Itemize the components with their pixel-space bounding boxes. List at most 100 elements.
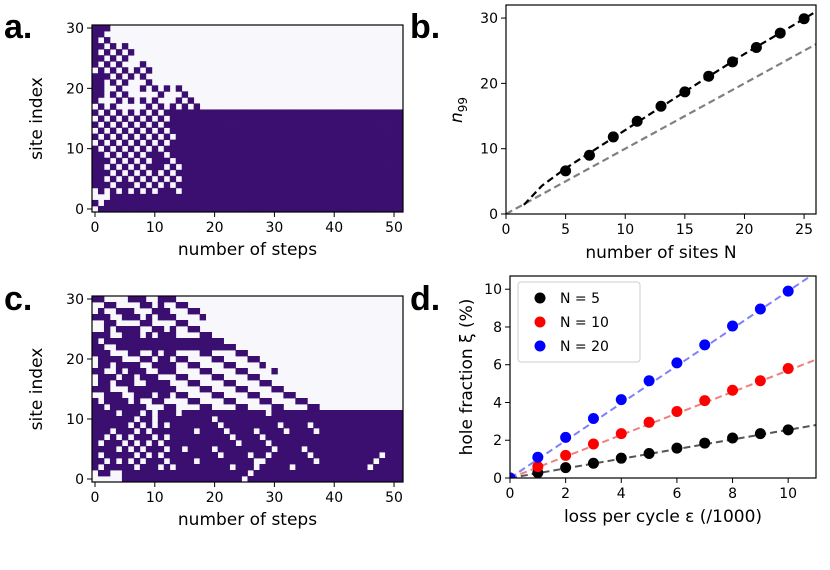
- heatmap-cell: [319, 446, 326, 453]
- heatmap-cell: [127, 374, 135, 381]
- data-point: [560, 449, 572, 461]
- heatmap-cell: [247, 440, 254, 447]
- heatmap-cell: [331, 452, 338, 459]
- heatmap-cell: [157, 187, 165, 195]
- heatmap-cell: [139, 157, 147, 165]
- heatmap-cell: [319, 169, 326, 177]
- heatmap-cell: [97, 157, 105, 165]
- heatmap-cell: [289, 416, 296, 423]
- heatmap-cell: [121, 67, 129, 74]
- heatmap-cell: [271, 440, 278, 447]
- heatmap-cell: [97, 458, 105, 465]
- heatmap-cell: [355, 115, 362, 122]
- heatmap-cell: [301, 398, 308, 405]
- heatmap-cell: [277, 115, 284, 122]
- heatmap-cell: [187, 157, 195, 165]
- heatmap-cell: [367, 187, 374, 195]
- heatmap-cell: [103, 121, 111, 128]
- heatmap-cell: [253, 145, 260, 153]
- heatmap-cell: [163, 157, 171, 165]
- heatmap-cell: [253, 205, 260, 213]
- heatmap-cell: [247, 205, 254, 213]
- heatmap-cell: [325, 476, 332, 483]
- heatmap-cell: [259, 151, 266, 159]
- heatmap-cell: [397, 133, 404, 141]
- heatmap-cell: [109, 91, 117, 98]
- heatmap-cell: [325, 464, 332, 471]
- heatmap-cell: [295, 121, 302, 128]
- heatmap-cell: [343, 464, 350, 471]
- heatmap-cell: [223, 464, 230, 471]
- heatmap-cell: [133, 332, 141, 339]
- heatmap-cell: [223, 362, 230, 369]
- heatmap-cell: [361, 428, 368, 435]
- x-axis-label: number of steps: [178, 510, 317, 530]
- heatmap-cell: [211, 452, 218, 459]
- heatmap-cell: [175, 356, 183, 363]
- y-tick-label: 0: [493, 471, 502, 487]
- heatmap-cell: [307, 127, 314, 134]
- heatmap-cell: [127, 199, 135, 207]
- heatmap-cell: [217, 446, 224, 453]
- heatmap-cell: [295, 175, 302, 183]
- heatmap-cell: [181, 344, 189, 351]
- heatmap-cell: [103, 356, 111, 363]
- heatmap-cell: [205, 181, 213, 189]
- heatmap-cell: [109, 446, 117, 453]
- heatmap-cell: [385, 169, 392, 177]
- heatmap-cells: [92, 296, 404, 483]
- heatmap-cell: [145, 193, 153, 201]
- heatmap-cell: [169, 296, 177, 303]
- heatmap-cell: [157, 193, 165, 201]
- heatmap-cell: [121, 314, 129, 321]
- heatmap-cell: [187, 115, 195, 122]
- heatmap-cell: [235, 139, 242, 147]
- heatmap-cell: [265, 476, 272, 483]
- heatmap-cell: [229, 145, 236, 153]
- heatmap-cell: [187, 398, 195, 405]
- heatmap-cell: [175, 374, 183, 381]
- heatmap-cell: [253, 181, 260, 189]
- heatmap-cell: [367, 145, 374, 153]
- heatmap-cell: [373, 440, 380, 447]
- heatmap-cell: [127, 145, 135, 153]
- heatmap-cell: [92, 296, 99, 303]
- heatmap-cell: [229, 422, 236, 429]
- heatmap-cell: [241, 181, 248, 189]
- heatmap-cell: [109, 458, 117, 465]
- heatmap-cell: [151, 476, 159, 483]
- heatmap-cell: [92, 175, 99, 183]
- data-point: [643, 416, 655, 428]
- heatmap-cell: [397, 151, 404, 159]
- heatmap-cell: [193, 434, 201, 441]
- heatmap-cell: [283, 410, 290, 417]
- data-point: [643, 375, 655, 387]
- heatmap-cell: [187, 109, 195, 116]
- heatmap-cell: [181, 175, 189, 183]
- heatmap-cell: [127, 428, 135, 435]
- heatmap-cell: [181, 374, 189, 381]
- heatmap-cell: [109, 434, 117, 441]
- heatmap-cell: [271, 157, 278, 165]
- heatmap-cell: [92, 338, 99, 345]
- heatmap-cell: [223, 470, 230, 477]
- heatmap-cell: [151, 199, 159, 207]
- heatmap-cell: [337, 139, 344, 147]
- heatmap-cell: [343, 145, 350, 153]
- heatmap-cell: [307, 151, 314, 159]
- heatmap-cell: [307, 440, 314, 447]
- heatmap-cell: [229, 440, 236, 447]
- heatmap-cell: [385, 199, 392, 207]
- heatmap-cell: [151, 458, 159, 465]
- heatmap-cell: [319, 452, 326, 459]
- heatmap-cell: [235, 205, 242, 213]
- heatmap-cell: [277, 169, 284, 177]
- heatmap-cell: [277, 145, 284, 153]
- gray-reference-line: [506, 43, 816, 214]
- heatmap-cell: [199, 410, 207, 417]
- heatmap-cell: [199, 332, 207, 339]
- heatmap-cell: [265, 416, 272, 423]
- heatmap-cell: [385, 151, 392, 159]
- heatmap-cell: [247, 151, 254, 159]
- heatmap-cell: [121, 205, 129, 213]
